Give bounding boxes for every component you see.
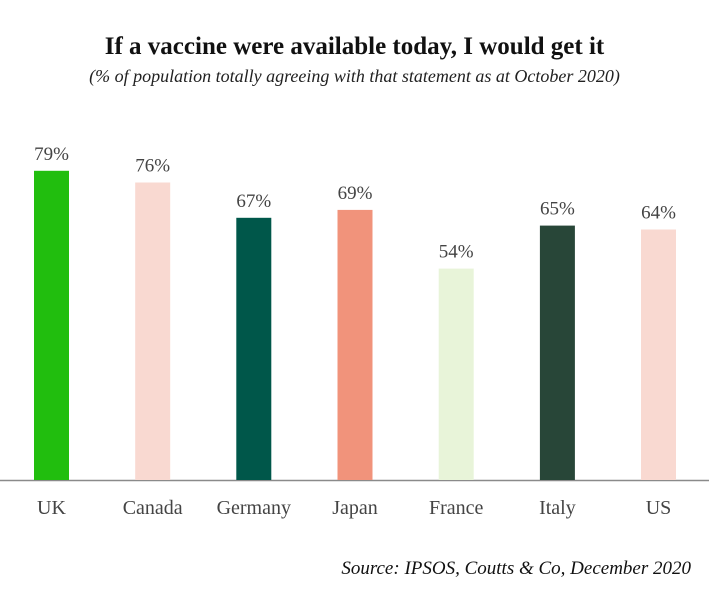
category-label-canada: Canada <box>123 497 183 519</box>
bar-canada <box>135 182 171 480</box>
bar-value-label-canada: 76% <box>135 156 170 177</box>
bar-us <box>641 229 676 480</box>
bar-value-label-japan: 69% <box>338 183 373 204</box>
bar-value-label-italy: 65% <box>540 199 575 220</box>
bar-value-label-uk: 79% <box>34 144 69 165</box>
bar-uk <box>34 170 69 481</box>
source-note: Source: IPSOS, Coutts & Co, December 202… <box>341 558 691 579</box>
bar-italy <box>539 225 575 480</box>
bar-value-label-germany: 67% <box>236 191 271 212</box>
category-label-italy: Italy <box>539 497 576 519</box>
category-label-uk: UK <box>37 497 66 519</box>
bar-germany <box>236 217 272 481</box>
category-label-japan: Japan <box>332 497 378 519</box>
category-label-france: France <box>429 497 484 519</box>
chart-subtitle: (% of population totally agreeing with t… <box>89 66 620 86</box>
bar-value-label-france: 54% <box>439 242 474 263</box>
bar-value-label-us: 64% <box>641 203 676 224</box>
bar-japan <box>337 209 373 480</box>
category-label-germany: Germany <box>217 497 291 519</box>
category-label-us: US <box>646 497 672 519</box>
bar-france <box>438 268 474 480</box>
chart-title: If a vaccine were available today, I wou… <box>104 33 605 60</box>
